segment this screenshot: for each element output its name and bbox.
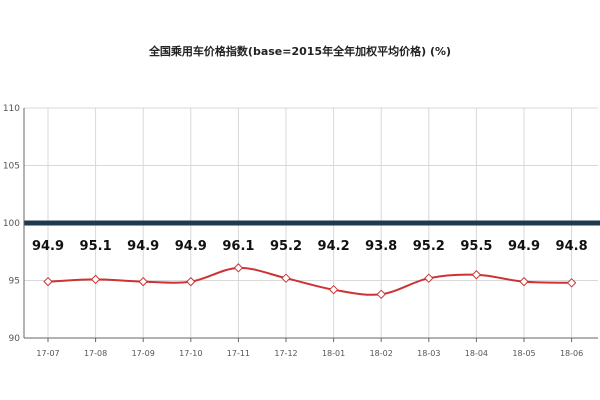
marker-group xyxy=(43,263,577,300)
data-point xyxy=(138,276,148,287)
data-label: 95.2 xyxy=(413,239,445,254)
data-point xyxy=(281,273,291,283)
y-tick-label: 90 xyxy=(9,334,21,344)
x-tick-label: 18-01 xyxy=(322,349,345,358)
x-tick-label: 17-07 xyxy=(36,349,59,358)
data-label-group: 94.9 95.1 94.9 94.9 96.1 95.2 94.2 93.8 95.2 95.5… xyxy=(32,239,588,254)
y-tick-label: 100 xyxy=(3,219,20,229)
data-point xyxy=(90,274,101,285)
x-tick-label: 17-11 xyxy=(227,349,250,358)
x-tick-label: 17-08 xyxy=(84,349,107,358)
data-point xyxy=(43,276,53,287)
y-tick-label: 95 xyxy=(9,277,20,287)
data-label: 94.9 xyxy=(175,239,207,254)
x-tick-label: 17-10 xyxy=(179,349,202,358)
chart-title: 全国乘用车价格指数(base=2015年全年加权平均价格) (%) xyxy=(148,44,451,58)
data-point xyxy=(424,273,434,283)
series-group xyxy=(47,266,572,296)
axis-group: 90 95 100 105 110 17-07 17-08 17-09 17-10 17-11 17… xyxy=(3,104,598,358)
x-tick-label: 18-06 xyxy=(560,349,583,358)
data-label: 95.2 xyxy=(270,239,302,254)
data-point xyxy=(566,278,577,288)
x-tick-label: 17-09 xyxy=(132,349,155,358)
x-tick-label: 18-02 xyxy=(370,349,393,358)
data-label: 94.2 xyxy=(318,239,350,254)
data-point xyxy=(471,270,482,280)
x-tick-label: 18-04 xyxy=(465,349,488,358)
data-point xyxy=(328,284,339,295)
data-label: 96.1 xyxy=(222,239,254,254)
data-label: 94.9 xyxy=(32,239,64,254)
data-point xyxy=(233,263,244,273)
data-label: 95.5 xyxy=(460,239,492,254)
x-tick-label: 18-05 xyxy=(512,349,535,358)
y-tick-label: 110 xyxy=(3,104,20,114)
series-line xyxy=(47,266,572,296)
data-label: 94.9 xyxy=(127,239,159,254)
data-point xyxy=(186,276,196,287)
data-label: 93.8 xyxy=(365,239,397,254)
data-label: 94.9 xyxy=(508,239,540,254)
data-label: 95.1 xyxy=(80,239,112,254)
data-point xyxy=(376,289,386,300)
data-label: 94.8 xyxy=(556,239,588,254)
data-point xyxy=(519,276,529,287)
x-tick-label: 18-03 xyxy=(417,349,440,358)
y-tick-label: 105 xyxy=(3,162,20,172)
x-tick-label: 17-12 xyxy=(274,349,297,358)
